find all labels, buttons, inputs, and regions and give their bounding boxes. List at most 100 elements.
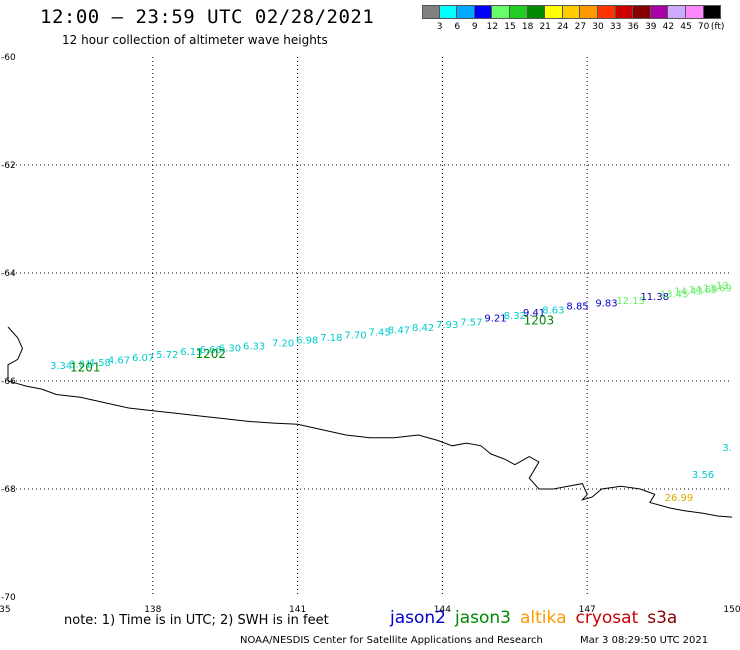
legend-swatch [457,5,475,19]
legend-label: 30 [592,22,604,32]
legend-label: 45 [680,22,692,32]
coastline [7,326,733,518]
time-label: 1201 [70,360,101,374]
lon-tick-label: 147 [579,605,596,615]
lon-tick-label: 144 [434,605,451,615]
legend-label: 3 [436,22,443,32]
wave-height-label: 7.45 [369,328,391,339]
legend-swatch [545,5,563,19]
wave-height-label: 6.30 [219,343,241,354]
legend-label: 70 [697,22,710,32]
legend-label: 18 [521,22,534,32]
time-label: 1203 [524,313,555,327]
wave-height-label: 8.47 [388,325,410,336]
wave-height-label: 8.42 [412,323,434,334]
legend-swatch [685,5,704,19]
legend-label: 36 [627,22,639,32]
wave-height-label: 14.43 [674,287,703,298]
wave-height-label: 8.32 [504,311,526,322]
lat-tick-label: -62 [1,161,16,171]
legend-label: 42 [662,22,675,32]
wave-height-label: 5.72 [156,350,178,361]
wave-height-label: 13.45 [660,289,689,300]
wave-height-label: 26.99 [665,493,694,504]
wave-height-label: 8.85 [566,302,588,313]
wave-height-labels: 3.343.814.584.67 6.07 5.72 6.136.666.30 6.33… [50,281,732,504]
legend-swatch [668,5,686,19]
mission-jason2: jason2 [390,608,446,628]
legend-swatch [422,5,440,19]
wave-height-label: 14.69 [689,285,718,296]
wave-height-label: 7.93 [436,320,458,331]
lon-tick-label: 138 [144,605,161,615]
wave-height-label: 6.13 [180,347,202,358]
legend-label: 12 [486,22,499,32]
wave-height-label: 6.33 [243,342,265,353]
wave-height-label: 9.83 [595,298,617,309]
mission-jason3: jason3 [455,608,511,628]
legend-label: 39 [645,22,657,32]
time-labels: 1201 1202 1203 [70,313,554,374]
mission-legend: jason2 jason3 altika cryosat s3a [390,608,686,628]
legend-label: 9 [471,22,478,32]
footer-note: note: 1) Time is in UTC; 2) SWH is in fe… [64,613,329,628]
lat-tick-label: -64 [1,269,16,279]
legend-swatch [492,5,510,19]
lat-tick-label: -68 [1,485,16,495]
wave-height-label: 12.15 [616,296,645,307]
legend-label: (ft) [710,22,725,32]
wave-height-label: 7.18 [320,333,342,344]
map-subtitle: 12 hour collection of altimeter wave hei… [62,33,328,47]
legend-swatch [597,5,616,19]
legend-swatch [580,5,598,19]
legend-swatch [615,5,634,19]
wave-height-label: 6.66 [200,345,222,356]
legend-swatch [474,5,493,19]
wave-height-label: 13 [716,281,729,292]
wave-height-label: 3.34 [50,361,72,372]
wave-height-label: 8.63 [542,306,564,317]
legend-swatch [703,5,722,19]
wave-height-label: 11.38 [640,292,669,303]
wave-height-label: 6.98 [296,336,318,347]
lon-tick-label: 150 [723,605,740,615]
lon-tick-label: 135 [0,605,11,615]
legend-swatch [633,5,651,19]
legend-swatch [439,5,458,19]
legend-swatch [509,5,528,19]
wave-height-label: 4.67 [108,356,130,367]
grid-lines [8,57,732,597]
legend-label: 24 [557,22,569,32]
legend-label: 15 [504,22,516,32]
wave-height-label: 6.07 [132,353,154,364]
wave-height-label: 3.56 [692,470,714,481]
credit-timestamp: Mar 3 08:29:50 UTC 2021 [580,635,709,646]
lat-tick-label: -70 [1,593,16,603]
wave-height-label: 9.21 [484,314,506,325]
legend-label: 21 [539,22,551,32]
legend-swatch [650,5,669,19]
mission-altika: altika [520,608,567,628]
wave-height-label: 13.69 [703,283,732,294]
legend-label: 6 [454,22,461,32]
lon-tick-label: 141 [289,605,306,615]
mission-s3a: s3a [647,608,678,628]
credit-text: NOAA/NESDIS Center for Satellite Applica… [240,635,543,646]
legend-labels: 3 6 9 12 15 18 21 24 27 30 33 36 39 42 45 70 (ft) [422,22,740,34]
lat-tick-label: -66 [1,377,16,387]
wave-height-label: 9.41 [523,308,545,319]
wave-height-label: 3. [722,443,732,454]
lat-tick-label: -60 [1,53,16,63]
map-title: 12:00 – 23:59 UTC 02/28/2021 [40,6,375,28]
legend-swatch [527,5,546,19]
color-legend [422,5,722,19]
legend-swatch [562,5,581,19]
axis-ticks: 135 138 141 144 147 150 -60 -62 -64 -66 -68 -70 [0,53,740,615]
wave-height-label: 7.70 [344,330,366,341]
wave-height-label: 7.20 [272,338,294,349]
legend-label: 27 [574,22,587,32]
legend-label: 33 [609,22,622,32]
wave-height-label: 7.57 [460,317,482,328]
wave-height-label: 4.58 [89,358,111,369]
